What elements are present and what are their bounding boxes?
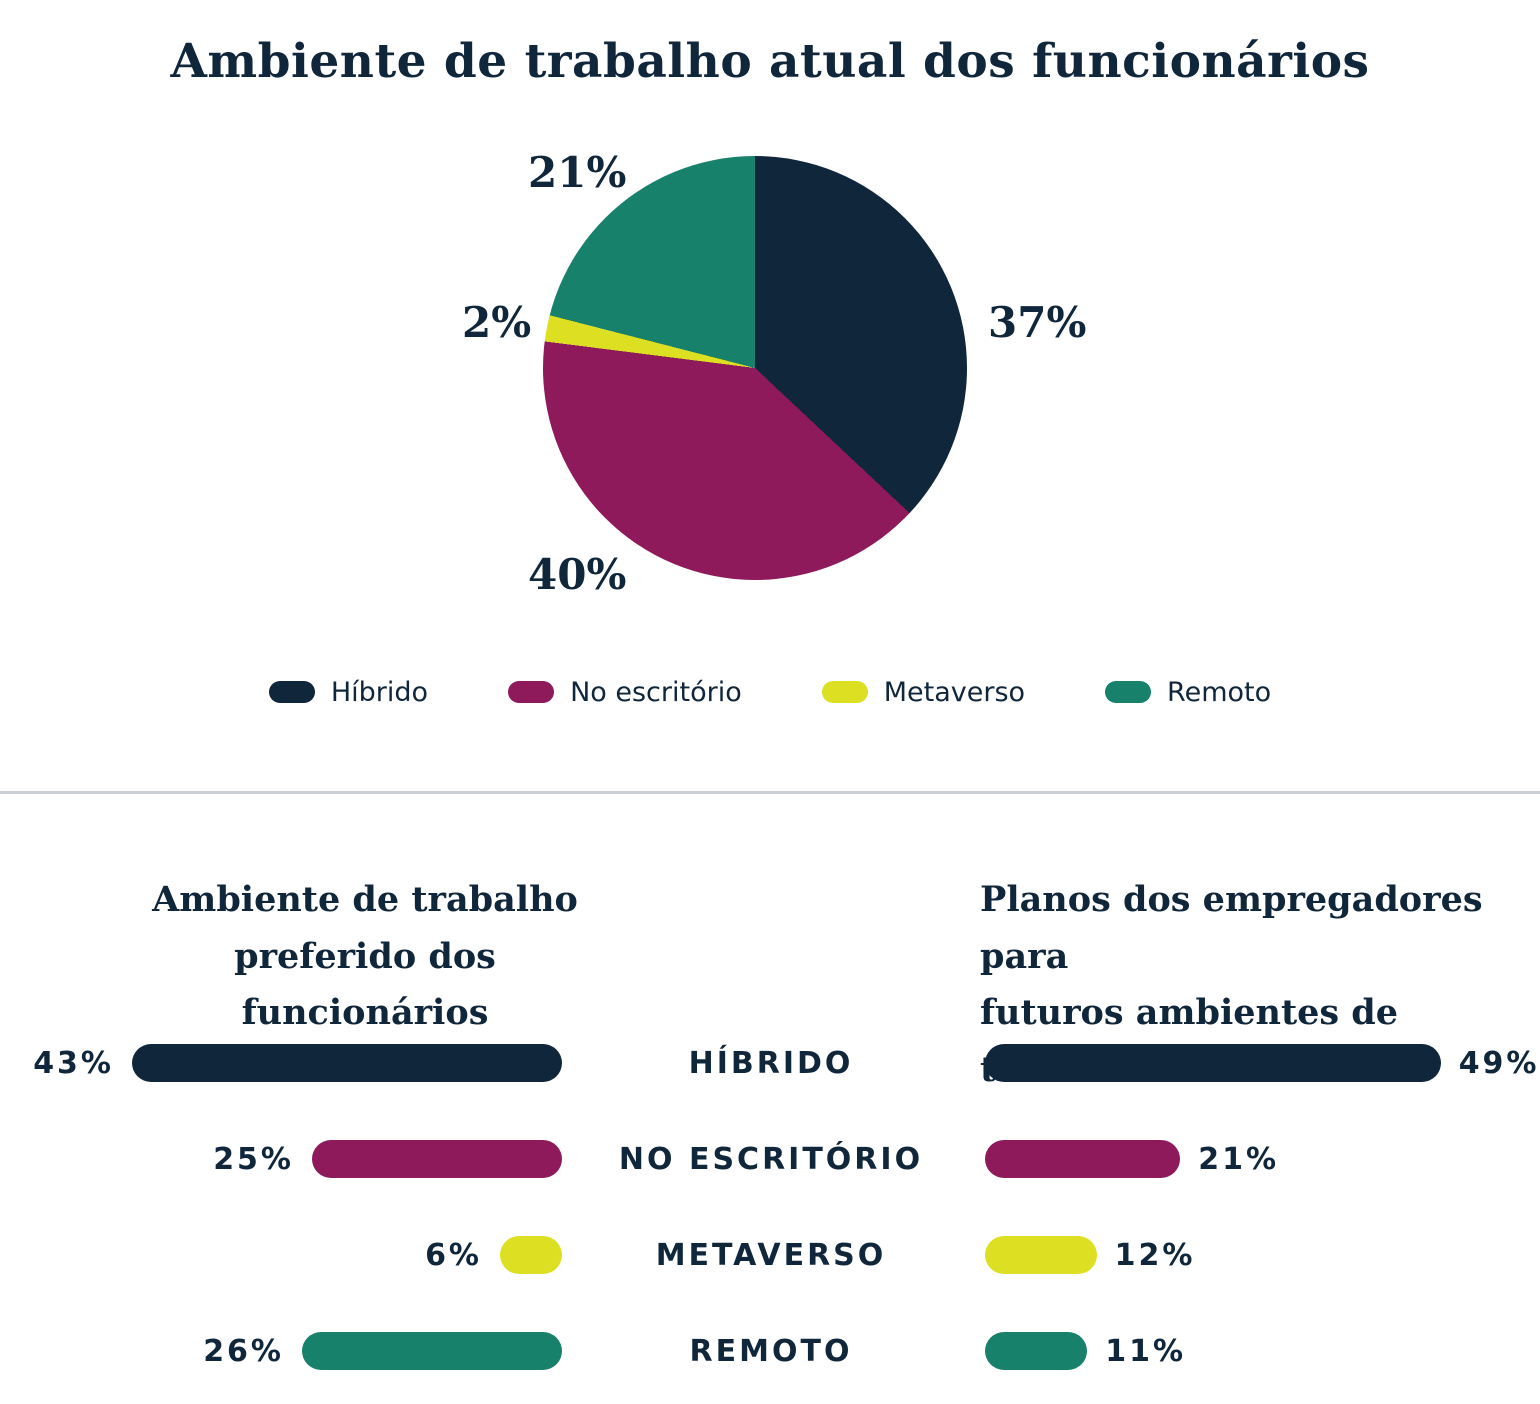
left-bar-chart-title-line-2: preferido dos funcionários xyxy=(234,935,496,1034)
category-row-no-escritorio: NO ESCRITÓRIO xyxy=(562,1111,980,1207)
bar-row-remoto: 11% xyxy=(985,1303,1535,1399)
bar-no-escritorio xyxy=(312,1140,562,1178)
legend-label-metaverso: Metaverso xyxy=(883,676,1026,708)
bar-value-hibrido: 49% xyxy=(1458,1045,1540,1081)
bar-value-metaverso: 6% xyxy=(425,1237,482,1273)
legend-swatch-hibrido xyxy=(268,681,315,703)
left-bar-chart-title: Ambiente de trabalho preferido dos funcio… xyxy=(125,872,605,1042)
bar-row-hibrido: 49% xyxy=(985,1015,1537,1111)
legend-item-metaverso: Metaverso xyxy=(821,676,1026,708)
bar-metaverso xyxy=(985,1236,1097,1274)
right-bar-chart-title-line-1: Planos dos empregadores para xyxy=(980,879,1483,977)
pie-value-hibrido: 37% xyxy=(988,298,1087,347)
section-divider xyxy=(0,791,1540,794)
bar-value-remoto: 26% xyxy=(203,1333,284,1369)
bar-hibrido xyxy=(985,1044,1441,1082)
bar-value-hibrido: 43% xyxy=(33,1045,114,1081)
category-label-no-escritorio: NO ESCRITÓRIO xyxy=(618,1141,924,1177)
left-bar-chart-title-line-1: Ambiente de trabalho xyxy=(152,879,578,920)
category-label-remoto: REMOTO xyxy=(689,1333,853,1369)
pie-value-no-escritorio: 40% xyxy=(528,550,627,599)
category-row-hibrido: HÍBRIDO xyxy=(562,1015,980,1111)
pie-chart xyxy=(543,156,967,580)
bar-row-no-escritorio: 25% xyxy=(20,1111,562,1207)
bar-row-no-escritorio: 21% xyxy=(985,1111,1535,1207)
right-bar-chart: 49% 21% 12% 11% xyxy=(985,1015,1537,1399)
bar-value-no-escritorio: 21% xyxy=(1198,1141,1280,1177)
legend-item-remoto: Remoto xyxy=(1105,677,1271,708)
pie-legend: Híbrido No escritório Metaverso Remoto xyxy=(0,670,1540,714)
pie-chart-title: Ambiente de trabalho atual dos funcionár… xyxy=(170,34,1370,89)
category-label-column: HÍBRIDO NO ESCRITÓRIO METAVERSO REMOTO xyxy=(562,1015,980,1399)
pie-value-metaverso: 2% xyxy=(462,298,532,347)
category-row-remoto: REMOTO xyxy=(562,1303,980,1399)
category-row-metaverso: METAVERSO xyxy=(562,1207,980,1303)
bar-row-remoto: 26% xyxy=(20,1303,562,1399)
legend-swatch-no-escritorio xyxy=(508,681,555,703)
legend-item-no-escritorio: No escritório xyxy=(508,677,742,708)
legend-swatch-remoto xyxy=(1105,681,1152,703)
bar-row-metaverso: 6% xyxy=(20,1207,562,1303)
legend-label-hibrido: Híbrido xyxy=(330,676,429,708)
bar-row-hibrido: 43% xyxy=(20,1015,562,1111)
bar-remoto xyxy=(985,1332,1088,1370)
bar-value-no-escritorio: 25% xyxy=(213,1141,294,1177)
bar-value-remoto: 11% xyxy=(1105,1333,1187,1369)
legend-item-hibrido: Híbrido xyxy=(268,676,429,708)
category-label-hibrido: HÍBRIDO xyxy=(688,1045,854,1081)
pie-value-remoto: 21% xyxy=(528,148,627,197)
legend-swatch-metaverso xyxy=(821,681,868,703)
legend-label-remoto: Remoto xyxy=(1167,676,1272,708)
left-bar-chart: 43% 25% 6% 26% xyxy=(20,1015,562,1399)
bar-hibrido xyxy=(132,1044,562,1082)
legend-label-no-escritorio: No escritório xyxy=(570,676,742,708)
bar-metaverso xyxy=(500,1236,562,1274)
bar-remoto xyxy=(302,1332,562,1370)
bar-row-metaverso: 12% xyxy=(985,1207,1535,1303)
bar-value-metaverso: 12% xyxy=(1114,1237,1196,1273)
category-label-metaverso: METAVERSO xyxy=(655,1237,887,1273)
bar-no-escritorio xyxy=(985,1140,1181,1178)
